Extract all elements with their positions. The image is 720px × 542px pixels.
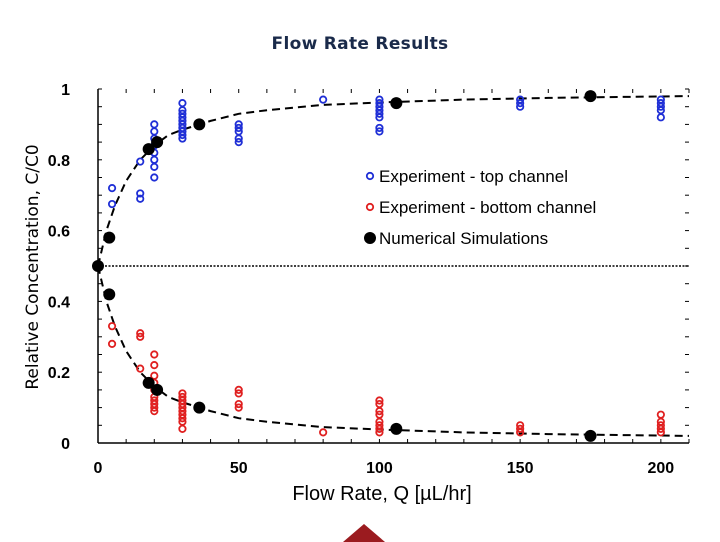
simulation-point xyxy=(103,288,116,301)
legend-marker xyxy=(365,171,375,181)
experiment-point xyxy=(375,428,384,437)
legend-label: Numerical Simulations xyxy=(379,229,548,248)
experiment-point xyxy=(375,407,384,416)
x-axis-label: Flow Rate, Q [µL/hr] xyxy=(292,483,471,505)
x-tick-label: 100 xyxy=(366,460,393,477)
chart-title: Flow Rate Results xyxy=(271,34,449,54)
experiment-point xyxy=(516,428,525,437)
footer-triangle-mark xyxy=(343,524,385,542)
tick-labels: 0 0.2 0.4 0.6 0.8 1 0 50 100 150 200 xyxy=(48,82,675,477)
experiment-point xyxy=(516,99,525,108)
experiment-point xyxy=(375,127,384,136)
y-tick-label: 0.4 xyxy=(48,294,70,311)
experiment-point xyxy=(150,173,159,182)
experiment-point xyxy=(516,102,525,111)
simulation-point xyxy=(584,90,597,103)
experiment-point xyxy=(375,109,384,118)
legend-marker xyxy=(365,202,375,212)
experiment-point xyxy=(178,424,187,433)
experiment-point xyxy=(150,361,159,370)
data-points xyxy=(92,90,665,442)
experiment-point xyxy=(234,403,243,412)
experiment-point xyxy=(178,134,187,143)
experiment-point xyxy=(234,399,243,409)
x-tick-label: 0 xyxy=(94,460,103,477)
experiment-point xyxy=(234,385,243,394)
experiment-point xyxy=(319,95,328,104)
experiment-point xyxy=(516,424,525,433)
experiment-point xyxy=(375,424,384,433)
fit-curves xyxy=(97,95,690,437)
experiment-point xyxy=(656,410,665,419)
experiment-point xyxy=(150,403,159,412)
experiment-point xyxy=(656,113,665,122)
simulation-point xyxy=(151,383,164,396)
simulation-point xyxy=(390,97,403,110)
simulation-point xyxy=(151,136,164,149)
simulation-point xyxy=(193,401,206,414)
experiment-point xyxy=(234,389,243,398)
experiment-point xyxy=(319,428,328,437)
simulation-point xyxy=(193,118,206,131)
experiment-point xyxy=(107,322,117,331)
experiment-point xyxy=(150,162,159,171)
experiment-point xyxy=(178,130,187,140)
experiment-point xyxy=(150,120,159,129)
experiment-point xyxy=(107,184,117,193)
y-tick-label: 0.2 xyxy=(48,365,70,382)
y-tick-label: 0 xyxy=(61,436,70,453)
experiment-point xyxy=(178,99,187,108)
experiment-point xyxy=(234,123,243,133)
legend-marker xyxy=(364,232,376,244)
simulation-point xyxy=(584,429,597,442)
experiment-point xyxy=(375,396,384,405)
experiment-point xyxy=(136,329,145,338)
experiment-point xyxy=(136,189,145,198)
y-tick-label: 1 xyxy=(61,82,70,99)
experiment-point xyxy=(234,134,243,143)
experiment-point xyxy=(150,407,159,416)
legend-label: Experiment - bottom channel xyxy=(379,198,596,217)
simulation-point xyxy=(103,231,116,244)
experiment-point xyxy=(375,113,384,122)
experiment-point xyxy=(656,428,665,437)
experiment-point xyxy=(107,339,117,348)
y-axis-label: Relative Concentration, C/C0 xyxy=(23,144,43,389)
experiment-point xyxy=(150,350,159,359)
experiment-point xyxy=(136,332,145,341)
experiment-point xyxy=(107,199,117,209)
experiment-point xyxy=(234,138,243,147)
experiment-point xyxy=(656,102,665,111)
experiment-point xyxy=(375,123,384,133)
simulation-point xyxy=(92,260,104,272)
experiment-point xyxy=(656,424,665,433)
legend-label: Experiment - top channel xyxy=(379,167,568,186)
experiment-point xyxy=(150,155,159,164)
simulation-point xyxy=(390,422,403,435)
experiment-point xyxy=(136,194,145,203)
experiment-point xyxy=(178,414,187,423)
legend: Experiment - top channel Experiment - bot… xyxy=(364,167,596,248)
y-tick-label: 0.8 xyxy=(48,153,70,170)
x-tick-label: 50 xyxy=(230,460,248,477)
y-tick-label: 0.6 xyxy=(48,224,70,241)
x-tick-label: 200 xyxy=(648,460,675,477)
fit-curve xyxy=(97,95,690,267)
simulation-point xyxy=(142,376,155,389)
experiment-point xyxy=(136,364,145,373)
x-tick-label: 150 xyxy=(507,460,534,477)
simulation-point xyxy=(142,143,155,156)
experiment-point xyxy=(136,157,145,166)
fit-curve xyxy=(97,265,690,437)
experiment-point xyxy=(150,127,159,136)
